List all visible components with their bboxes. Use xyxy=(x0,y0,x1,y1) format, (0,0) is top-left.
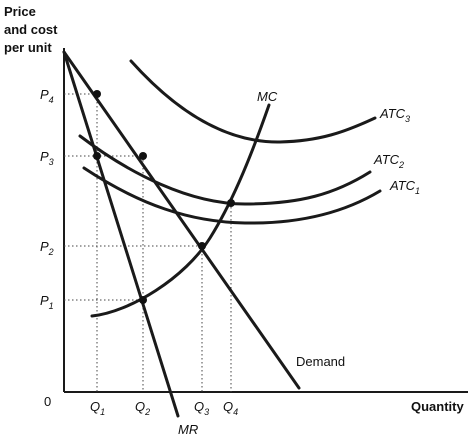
mr-curve xyxy=(62,50,180,418)
curve-labels: MC ATC3 ATC2 ATC1 Demand MR xyxy=(178,89,420,437)
y-axis-title-line-2: and cost xyxy=(4,22,58,37)
x-tick-labels: Q1 Q2 Q3 Q4 xyxy=(90,399,238,417)
y-tick-labels: P4 P3 P2 P1 xyxy=(40,87,54,311)
label-mc: MC xyxy=(257,89,278,104)
point-demand-q1-p4 xyxy=(93,90,101,98)
y-axis-title-line-1: Price xyxy=(4,4,36,19)
point-demand-q2-p3 xyxy=(139,152,147,160)
x-tick-q4: Q4 xyxy=(223,399,238,417)
label-atc2: ATC2 xyxy=(373,152,404,170)
label-atc1: ATC1 xyxy=(389,178,420,196)
y-axis-title: Price and cost per unit xyxy=(4,4,58,55)
label-atc3: ATC3 xyxy=(379,106,410,124)
y-axis-title-line-3: per unit xyxy=(4,40,52,55)
mc-curve xyxy=(90,103,271,318)
point-mr-q1-p3 xyxy=(93,152,101,160)
atc2-curve xyxy=(78,134,372,206)
atc3-curve xyxy=(129,59,377,144)
guide-lines xyxy=(64,93,232,392)
label-mr: MR xyxy=(178,422,198,437)
y-tick-p1: P1 xyxy=(40,293,54,311)
y-tick-p4: P4 xyxy=(40,87,54,105)
point-atc1-q4 xyxy=(227,199,235,207)
y-tick-p2: P2 xyxy=(40,239,54,257)
demand-curve xyxy=(62,50,301,390)
origin-label: 0 xyxy=(44,394,51,409)
label-demand: Demand xyxy=(296,354,345,369)
y-tick-p3: P3 xyxy=(40,149,54,167)
x-tick-q2: Q2 xyxy=(135,399,150,417)
atc1-curve xyxy=(82,166,382,225)
x-tick-q1: Q1 xyxy=(90,399,105,417)
point-mr-q2-p1 xyxy=(139,296,147,304)
x-axis-title: Quantity xyxy=(411,399,464,414)
x-tick-q3: Q3 xyxy=(194,399,209,417)
key-points xyxy=(93,90,235,304)
point-demand-q3-p2 xyxy=(198,242,206,250)
